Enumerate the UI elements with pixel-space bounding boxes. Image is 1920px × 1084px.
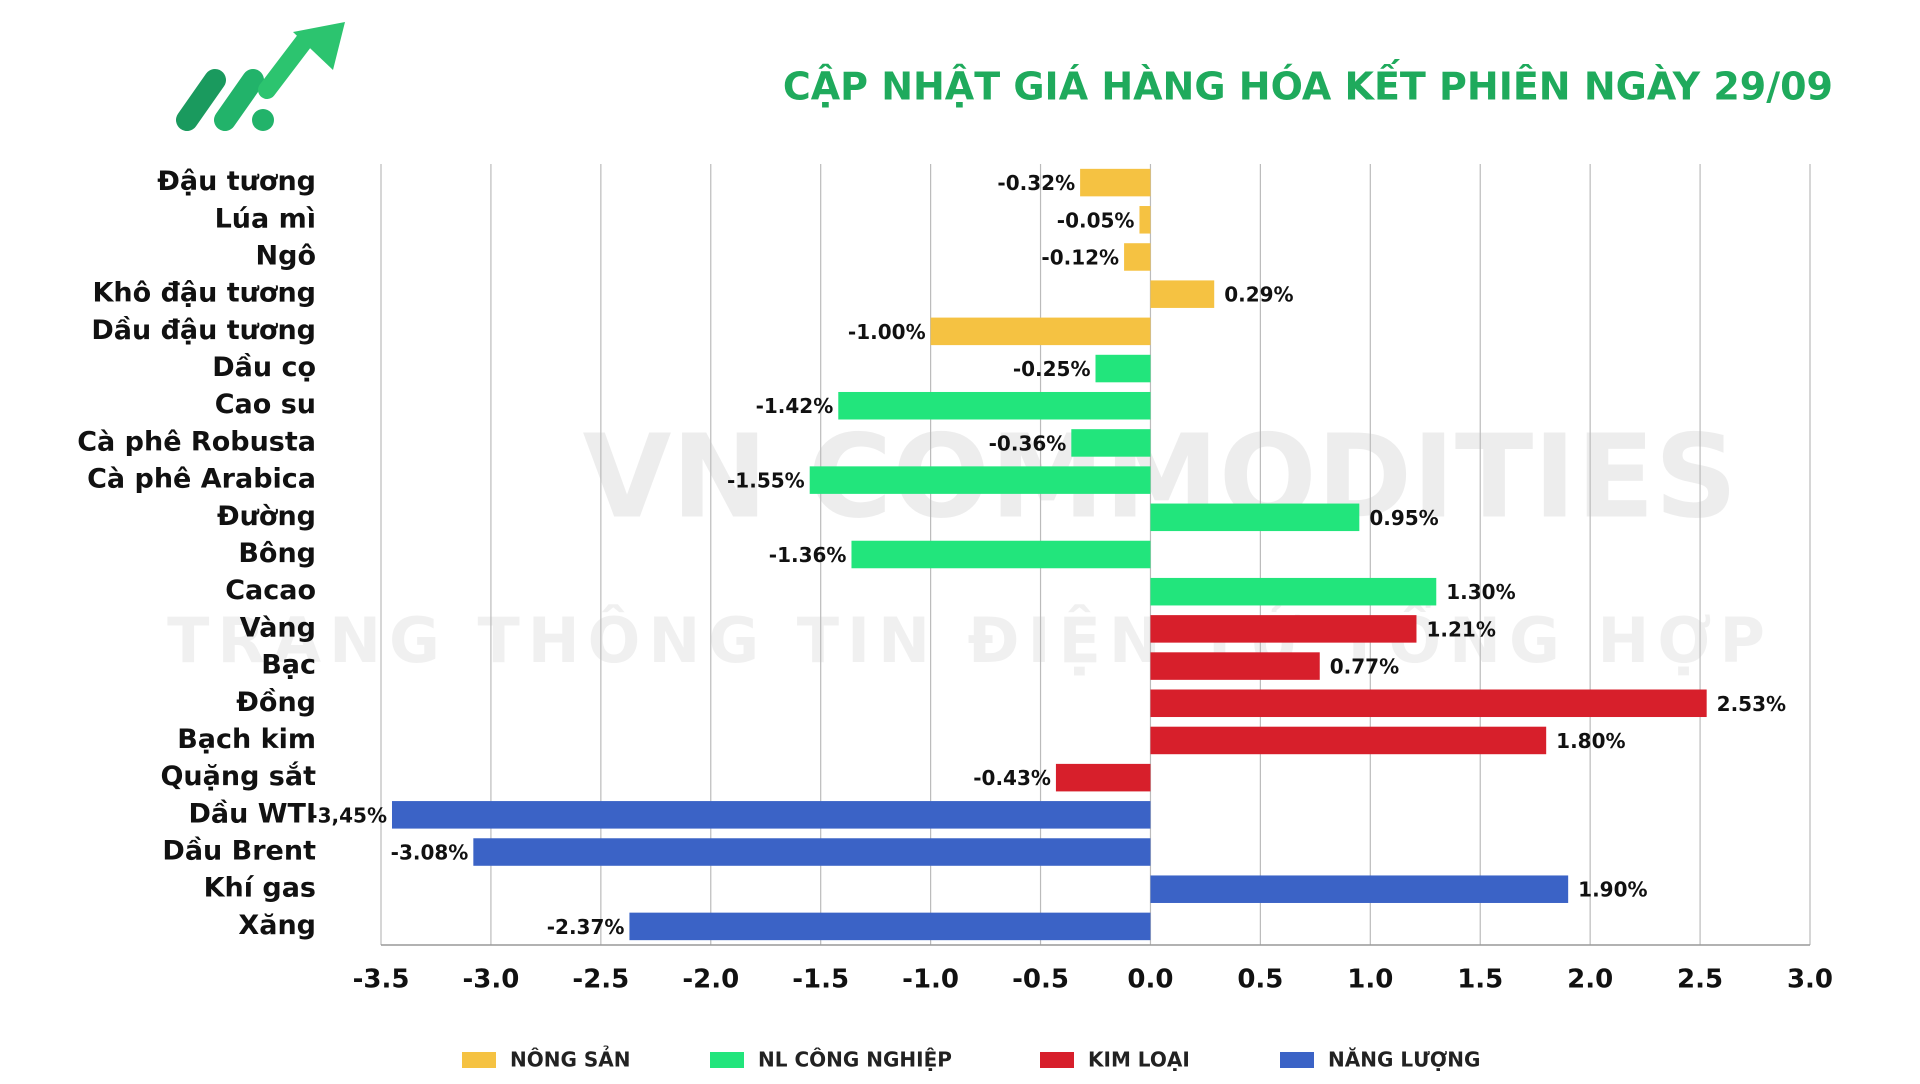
bar xyxy=(1150,577,1437,606)
x-tick-label: -1.5 xyxy=(792,965,849,995)
y-tick-label: Cao su xyxy=(215,389,316,420)
x-tick-label: 3.0 xyxy=(1787,965,1833,995)
x-tick-label: 2.0 xyxy=(1567,965,1613,995)
legend-label: NĂNG LƯỢNG xyxy=(1328,1048,1480,1072)
x-tick-label: -3.0 xyxy=(462,965,519,995)
y-tick-label: Bạc xyxy=(261,650,316,681)
x-tick-label: -2.0 xyxy=(682,965,739,995)
value-label: -0.05% xyxy=(1057,208,1135,232)
y-tick-label: Khí gas xyxy=(204,873,316,904)
value-label: -0.36% xyxy=(989,431,1067,455)
value-label: -2.37% xyxy=(547,915,625,939)
legend-label: KIM LOẠI xyxy=(1088,1048,1190,1072)
logo xyxy=(176,22,345,131)
legend-swatch xyxy=(1040,1052,1074,1068)
bar xyxy=(1124,243,1151,271)
value-label: -0.43% xyxy=(973,766,1051,790)
y-tick-label: Cà phê Robusta xyxy=(77,426,316,457)
bar xyxy=(391,801,1151,829)
bar xyxy=(1150,652,1320,680)
bar xyxy=(1150,689,1707,718)
y-tick-label: Dầu đậu tương xyxy=(91,315,316,346)
bar xyxy=(1150,615,1417,643)
y-tick-label: Xăng xyxy=(238,910,316,941)
value-label: -0.12% xyxy=(1041,245,1119,269)
bar xyxy=(930,317,1151,346)
bar xyxy=(838,391,1151,420)
y-tick-label: Khô đậu tương xyxy=(93,278,317,309)
y-tick-label: Dầu WTI xyxy=(189,798,317,829)
y-tick-label: Bạch kim xyxy=(177,724,316,755)
value-label: -1.42% xyxy=(756,394,834,418)
bar xyxy=(1139,206,1151,234)
bar xyxy=(851,540,1151,569)
y-tick-label: Dầu cọ xyxy=(212,352,316,383)
bar xyxy=(1080,168,1151,197)
bar xyxy=(1150,726,1547,755)
chart-title: CẬP NHẬT GIÁ HÀNG HÓA KẾT PHIÊN NGÀY 29/… xyxy=(783,60,1833,109)
value-label: -3.08% xyxy=(391,841,469,865)
bar xyxy=(809,466,1151,494)
value-label: -0.32% xyxy=(997,171,1075,195)
y-tick-label: Cà phê Arabica xyxy=(87,464,316,495)
y-tick-label: Bông xyxy=(238,538,316,569)
bar xyxy=(1055,763,1151,792)
x-tick-label: 0.5 xyxy=(1237,965,1283,995)
bar xyxy=(473,838,1151,866)
value-label: 2.53% xyxy=(1717,692,1786,716)
value-label: -1.00% xyxy=(848,320,926,344)
bar xyxy=(1071,429,1151,457)
x-tick-label: -2.5 xyxy=(572,965,629,995)
x-tick-label: 1.5 xyxy=(1457,965,1503,995)
legend-swatch xyxy=(710,1052,744,1068)
y-tick-label: Lúa mì xyxy=(215,203,316,234)
value-label: 1.30% xyxy=(1446,580,1515,604)
x-tick-label: -3.5 xyxy=(353,965,410,995)
value-label: 1.90% xyxy=(1578,878,1647,902)
legend-label: NÔNG SẢN xyxy=(510,1047,630,1072)
x-tick-label: -1.0 xyxy=(902,965,959,995)
legend-label: NL CÔNG NGHIỆP xyxy=(758,1048,952,1072)
legend-swatch xyxy=(1280,1052,1314,1068)
bar xyxy=(1095,354,1151,383)
x-tick-label: 1.0 xyxy=(1347,965,1393,995)
value-label: -1.36% xyxy=(769,543,847,567)
value-label: 0.95% xyxy=(1369,506,1438,530)
y-tick-label: Đồng xyxy=(236,687,316,718)
y-tick-label: Đậu tương xyxy=(157,166,316,197)
watermark: TRANG THÔNG TIN ĐIỆN TỬ TỔNG HỢP xyxy=(167,593,1773,677)
x-tick-label: 0.0 xyxy=(1127,965,1173,995)
y-tick-label: Ngô xyxy=(256,240,316,271)
value-label: -1.55% xyxy=(727,469,805,493)
value-label: 0.77% xyxy=(1330,655,1399,679)
value-label: 0.29% xyxy=(1224,283,1293,307)
value-label: -3,45% xyxy=(309,803,387,827)
value-label: -0.25% xyxy=(1013,357,1091,381)
bar xyxy=(1150,280,1215,308)
x-tick-label: 2.5 xyxy=(1677,965,1723,995)
y-tick-label: Cacao xyxy=(225,575,316,606)
y-tick-label: Đường xyxy=(217,501,316,532)
x-tick-label: -0.5 xyxy=(1012,965,1069,995)
legend-swatch xyxy=(462,1052,496,1068)
bar xyxy=(1150,503,1360,532)
bar xyxy=(1150,875,1569,903)
y-tick-label: Quặng sắt xyxy=(160,761,316,792)
value-label: 1.21% xyxy=(1426,617,1495,641)
bar xyxy=(629,912,1151,941)
y-tick-label: Vàng xyxy=(240,612,316,643)
value-label: 1.80% xyxy=(1556,729,1625,753)
y-tick-label: Dầu Brent xyxy=(162,836,316,867)
